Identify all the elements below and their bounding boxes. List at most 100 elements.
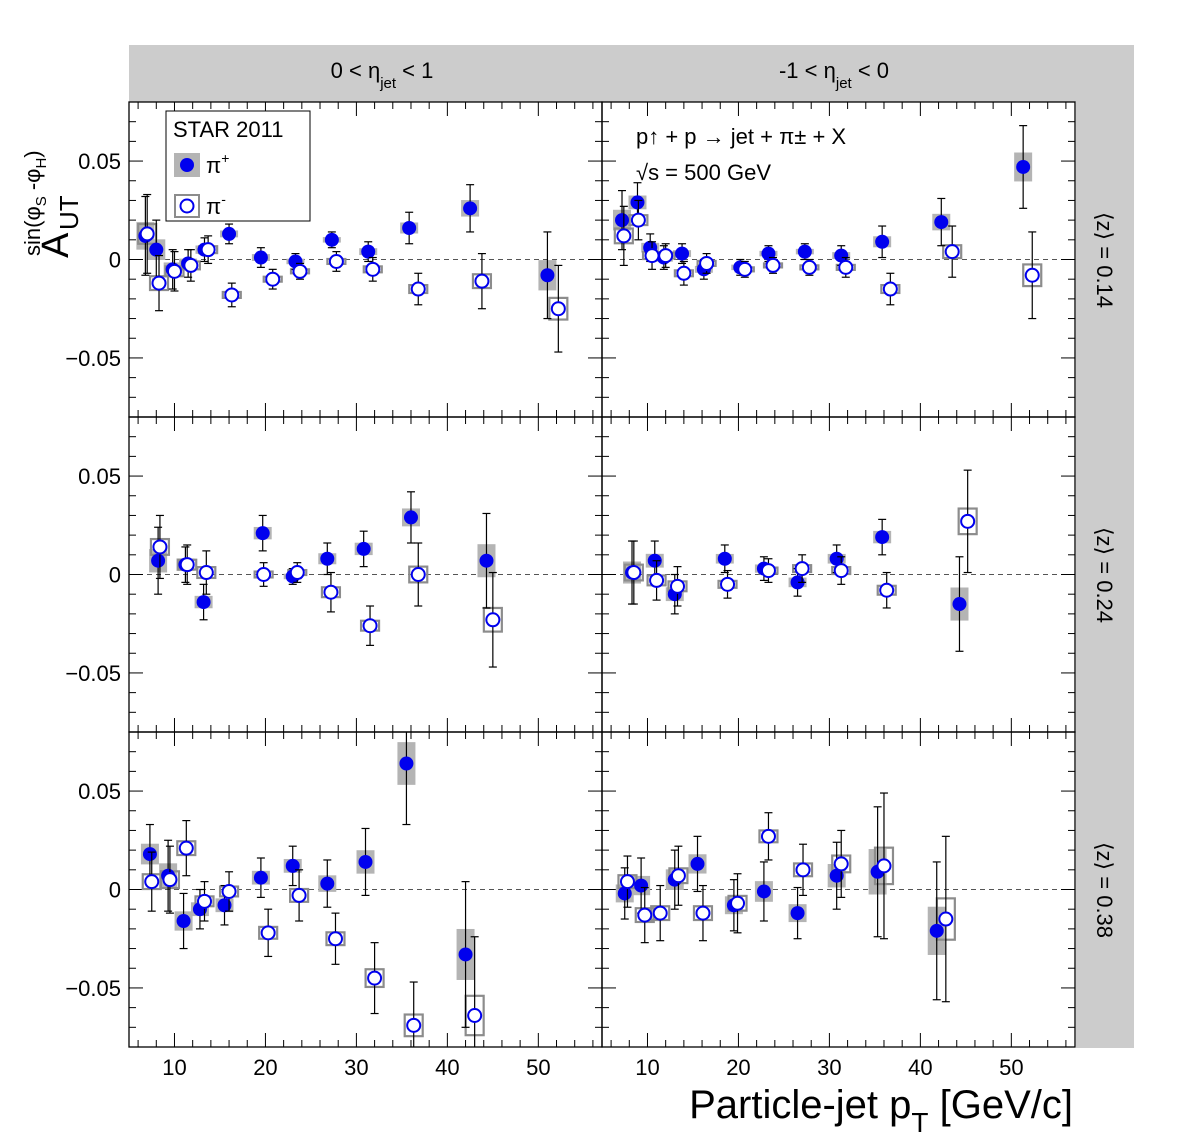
pi-plus-point <box>790 906 805 921</box>
pi-plus-point <box>222 226 237 241</box>
pi-minus-point <box>151 275 167 291</box>
panel-r0-c1 <box>601 101 1076 418</box>
pi-minus-point <box>221 883 237 899</box>
pi-minus-point <box>699 255 715 271</box>
pi-plus-point <box>617 886 632 901</box>
pi-minus-point <box>178 840 194 856</box>
pi-minus-point <box>224 287 240 303</box>
pi-plus-point <box>324 232 339 247</box>
panel-r2-c1: 10 20 30 40 50 <box>601 731 1076 1080</box>
y-tick-label: 0 <box>109 248 121 273</box>
panel-r0-c0: −0.05 0 0.05 <box>65 101 603 418</box>
pi-minus-point <box>260 925 276 941</box>
pi-plus-point <box>399 756 414 771</box>
pi-minus-point <box>362 618 378 634</box>
pi-minus-point <box>649 572 665 588</box>
panel-r2-c0: −0.05 0 0.05 10 20 30 40 50 <box>65 731 603 1080</box>
y-tick-label: 0.05 <box>78 779 121 804</box>
pi-minus-point <box>944 244 960 260</box>
pi-minus-point <box>474 273 490 289</box>
pi-plus-point <box>934 215 949 230</box>
pi-minus-point <box>292 263 308 279</box>
panel-data <box>613 125 1043 320</box>
panel-data <box>140 732 485 1047</box>
pi-minus-point <box>410 567 426 582</box>
legend-title: STAR 2011 <box>173 117 283 142</box>
pi-minus-point <box>406 1017 422 1033</box>
pi-minus-point <box>198 565 214 581</box>
pi-plus-point <box>829 551 844 566</box>
pi-minus-point <box>720 576 736 592</box>
panel-r1-c0: −0.05 0 0.05 <box>65 416 603 733</box>
x-axis-title: Particle-jet pT [GeV/c] <box>689 1083 1073 1138</box>
panel-data <box>136 184 569 353</box>
pi-minus-point <box>658 248 674 264</box>
pi-minus-point <box>265 271 281 287</box>
x-tick-label: 20 <box>726 1055 750 1080</box>
legend-pi-plus-marker <box>180 158 194 172</box>
pi-minus-point <box>152 539 168 555</box>
pi-plus-point <box>1016 159 1031 174</box>
pi-minus-point <box>323 584 339 600</box>
pi-minus-point <box>737 261 753 277</box>
pi-minus-point <box>616 228 632 244</box>
pi-plus-point <box>756 884 771 899</box>
pi-minus-point <box>833 563 849 579</box>
pi-minus-point <box>760 563 776 579</box>
pi-plus-point <box>634 878 649 893</box>
pi-plus-point <box>797 244 812 259</box>
column-label-1: -1 < ηjet < 0 <box>779 58 889 92</box>
pi-plus-point <box>829 868 844 883</box>
pi-minus-point <box>467 1008 483 1023</box>
pi-minus-point <box>882 281 898 297</box>
pi-plus-point <box>717 551 732 566</box>
x-tick-label: 20 <box>253 1055 277 1080</box>
pi-minus-point <box>637 907 653 923</box>
legend-pi-plus-label: π+ <box>206 150 229 178</box>
pi-plus-point <box>320 876 335 891</box>
panels-group: −0.05 0 0.05 −0.05 0 0.05 −0.05 0 0.05 10 20 30 40 50… <box>65 101 1076 1080</box>
reaction-label: p↑ + p → jet + π± + X <box>636 124 846 149</box>
panel-r1-c1 <box>601 416 1076 733</box>
pi-minus-point <box>256 567 272 582</box>
pi-minus-point <box>550 301 566 317</box>
pi-minus-point <box>619 874 635 890</box>
pi-plus-point <box>952 597 967 612</box>
pi-minus-point <box>938 911 954 927</box>
x-tick-label: 40 <box>435 1055 459 1080</box>
pi-plus-point <box>403 510 418 525</box>
pi-plus-point <box>253 870 268 885</box>
pi-minus-point <box>485 612 501 628</box>
pi-minus-point <box>801 259 817 275</box>
pi-plus-point <box>255 526 270 541</box>
legend-pi-minus-marker <box>179 198 195 214</box>
column-strip <box>129 45 1134 102</box>
pi-minus-point <box>833 856 849 872</box>
pi-minus-point <box>960 513 976 529</box>
pi-minus-point <box>289 565 305 581</box>
pi-minus-point <box>838 259 854 275</box>
pi-plus-point <box>176 914 191 928</box>
pi-plus-point <box>463 201 478 216</box>
svg-text:UT: UT <box>54 195 84 230</box>
pi-plus-point <box>320 551 335 566</box>
pi-minus-point <box>676 265 692 281</box>
y-tick-label: −0.05 <box>65 976 121 1001</box>
pi-plus-point <box>149 242 164 257</box>
pi-plus-point <box>540 268 555 283</box>
pi-plus-point <box>458 947 473 962</box>
column-label-0: 0 < ηjet < 1 <box>331 58 434 92</box>
pi-minus-point <box>144 874 160 890</box>
pi-plus-point <box>630 195 645 210</box>
x-tick-label: 50 <box>526 1055 550 1080</box>
pi-plus-point <box>361 244 376 259</box>
pi-minus-point <box>1024 267 1040 283</box>
row-label-0: ⟨z⟩ = 0.14 <box>1092 212 1117 308</box>
pi-minus-point <box>291 887 307 903</box>
x-tick-label: 40 <box>908 1055 932 1080</box>
y-tick-label: 0 <box>109 563 121 588</box>
pi-minus-point <box>365 261 381 277</box>
legend-pi-minus-label: π- <box>206 191 226 219</box>
pi-plus-point <box>285 858 300 873</box>
pi-minus-point <box>670 868 686 884</box>
